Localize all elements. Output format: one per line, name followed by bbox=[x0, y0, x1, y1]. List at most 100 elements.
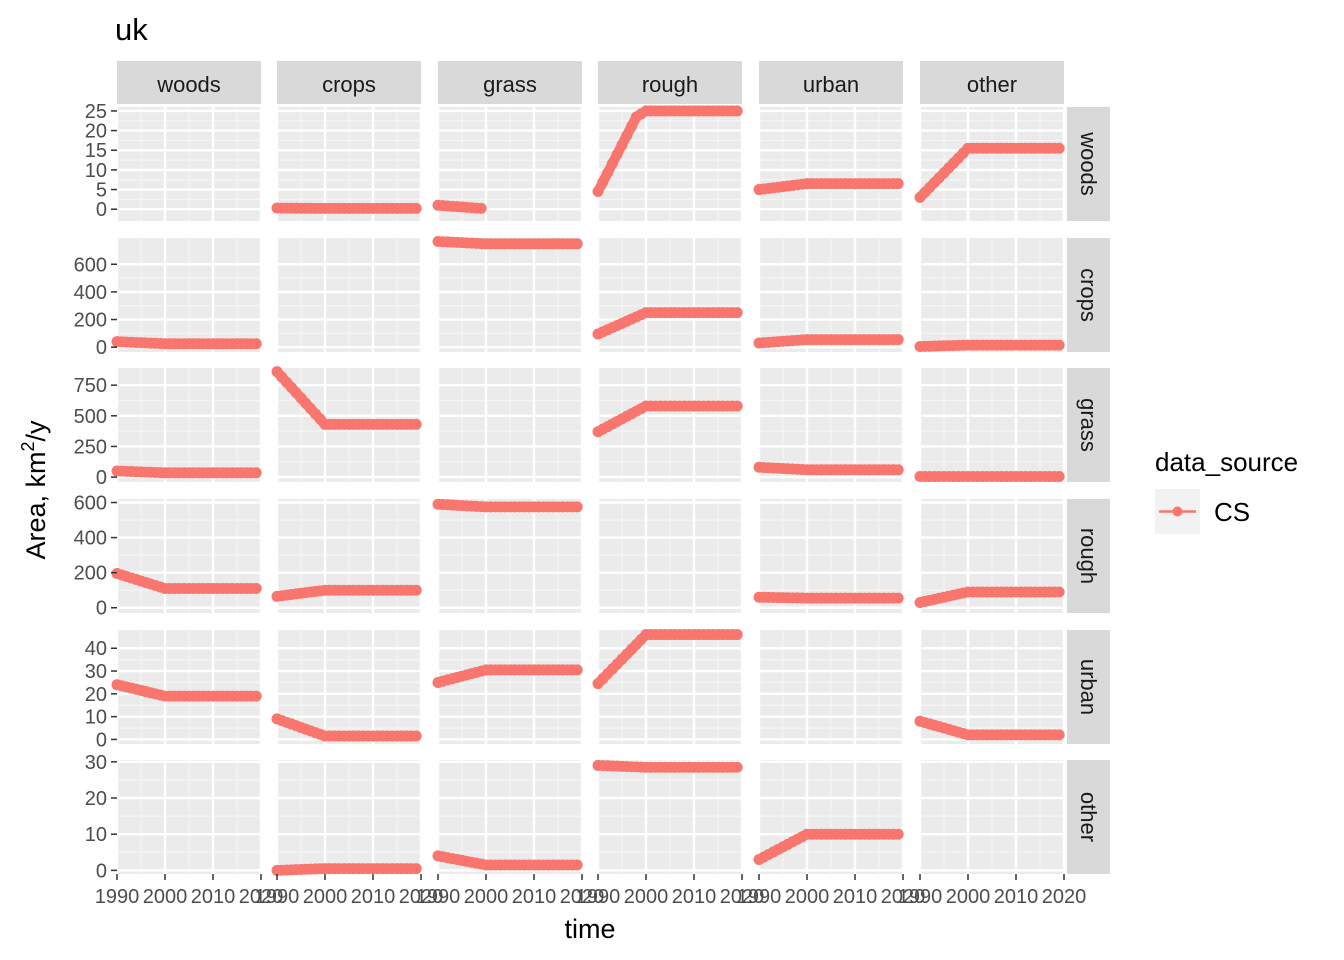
row-strip-label: crops bbox=[1076, 268, 1101, 322]
facet-panel bbox=[753, 107, 905, 221]
y-tick-label: 0 bbox=[96, 729, 107, 751]
column-strip-label: urban bbox=[803, 72, 859, 97]
y-tick-label: 10 bbox=[85, 824, 107, 846]
chart-title: uk bbox=[115, 12, 148, 47]
row-strip-label: urban bbox=[1076, 659, 1101, 715]
row-strip bbox=[1067, 499, 1110, 613]
facet-panel bbox=[914, 630, 1066, 744]
facet-panel bbox=[432, 760, 584, 874]
facet-panel bbox=[596, 499, 744, 613]
y-tick-label: 400 bbox=[74, 282, 107, 304]
y-axis-label-tail: /y bbox=[21, 420, 51, 442]
facet-panel bbox=[914, 238, 1066, 352]
y-tick-label: 20 bbox=[85, 684, 107, 706]
facet-panel bbox=[271, 366, 423, 482]
y-tick-label: 400 bbox=[74, 528, 107, 550]
facet-panel bbox=[592, 238, 744, 352]
data-point bbox=[571, 238, 583, 250]
data-point bbox=[892, 178, 904, 190]
legend-title: data_source bbox=[1155, 447, 1298, 477]
data-point bbox=[616, 139, 628, 151]
row-strip-label: woods bbox=[1076, 131, 1101, 196]
x-tick-label: 2020 bbox=[720, 886, 765, 908]
facet-panel bbox=[115, 107, 263, 221]
data-point bbox=[250, 690, 262, 702]
facet-panel bbox=[592, 368, 744, 482]
y-tick-label: 30 bbox=[85, 661, 107, 683]
x-tick-label: 2020 bbox=[1042, 886, 1087, 908]
facet-panel bbox=[271, 630, 423, 744]
legend-key-point bbox=[1172, 506, 1183, 517]
facet-panel bbox=[592, 759, 744, 874]
x-tick-label: 2000 bbox=[624, 886, 669, 908]
facet-panel bbox=[914, 499, 1066, 613]
data-point bbox=[892, 334, 904, 346]
data-point bbox=[1053, 142, 1065, 154]
column-strip bbox=[117, 61, 261, 104]
x-tick-label: 2000 bbox=[464, 886, 509, 908]
row-strip-label: other bbox=[1076, 792, 1101, 842]
y-tick-label: 0 bbox=[96, 467, 107, 489]
y-tick-label: 600 bbox=[74, 254, 107, 276]
data-point bbox=[1053, 339, 1065, 351]
row-strip-label: grass bbox=[1076, 398, 1101, 452]
facet-panel bbox=[432, 630, 584, 744]
facet-panel bbox=[753, 238, 905, 352]
facet-panel bbox=[757, 630, 905, 744]
y-tick-label: 10 bbox=[85, 160, 107, 182]
column-strip-label: crops bbox=[322, 72, 376, 97]
column-strip-label: grass bbox=[483, 72, 537, 97]
y-axis-label-superscript: 2 bbox=[18, 441, 38, 451]
x-tick-label: 2010 bbox=[994, 886, 1039, 908]
data-point bbox=[571, 501, 583, 513]
y-tick-label: 10 bbox=[85, 707, 107, 729]
facet-panel bbox=[271, 760, 423, 876]
column-strip-label: woods bbox=[156, 72, 221, 97]
data-point bbox=[626, 120, 638, 132]
y-tick-label: 0 bbox=[96, 598, 107, 620]
y-tick-label: 20 bbox=[85, 788, 107, 810]
x-tick-label: 2010 bbox=[833, 886, 878, 908]
x-tick-label: 2000 bbox=[785, 886, 830, 908]
y-tick-label: 600 bbox=[74, 493, 107, 515]
x-tick-label: 2010 bbox=[512, 886, 557, 908]
x-tick-label: 2020 bbox=[560, 886, 605, 908]
facet-panel bbox=[753, 760, 905, 874]
y-tick-label: 25 bbox=[85, 101, 107, 123]
x-tick-label: 1990 bbox=[898, 886, 943, 908]
data-point bbox=[410, 584, 422, 596]
x-tick-label: 2000 bbox=[946, 886, 991, 908]
data-point bbox=[571, 664, 583, 676]
facet-grid: woods crops grass rough urban other woods crops… bbox=[74, 61, 1110, 908]
x-tick-label: 2010 bbox=[191, 886, 236, 908]
data-point bbox=[731, 105, 743, 117]
data-point bbox=[410, 202, 422, 214]
facet-panel bbox=[111, 368, 263, 482]
facet-panel bbox=[115, 760, 263, 874]
y-tick-label: 40 bbox=[85, 638, 107, 660]
data-point bbox=[892, 464, 904, 476]
row-strip-label: rough bbox=[1076, 528, 1101, 584]
facet-panel bbox=[432, 107, 584, 221]
facet-panel bbox=[592, 629, 744, 744]
y-tick-label: 200 bbox=[74, 310, 107, 332]
y-tick-label: 500 bbox=[74, 406, 107, 428]
y-tick-label: 20 bbox=[85, 121, 107, 143]
column-strip-label: rough bbox=[642, 72, 698, 97]
data-point bbox=[250, 338, 262, 350]
data-point bbox=[592, 186, 604, 198]
y-axis-label: Area, km2/y bbox=[18, 420, 51, 560]
facet-panel bbox=[914, 107, 1066, 221]
y-tick-label: 0 bbox=[96, 337, 107, 359]
data-point bbox=[892, 828, 904, 840]
x-tick-label: 2020 bbox=[239, 886, 284, 908]
data-point bbox=[1053, 470, 1065, 482]
facet-panel bbox=[432, 235, 584, 352]
y-tick-label: 5 bbox=[96, 180, 107, 202]
facet-panel bbox=[111, 630, 263, 744]
facet-panel bbox=[914, 368, 1066, 482]
column-strip bbox=[759, 61, 903, 104]
facet-panel bbox=[271, 499, 423, 613]
x-tick-label: 2010 bbox=[351, 886, 396, 908]
